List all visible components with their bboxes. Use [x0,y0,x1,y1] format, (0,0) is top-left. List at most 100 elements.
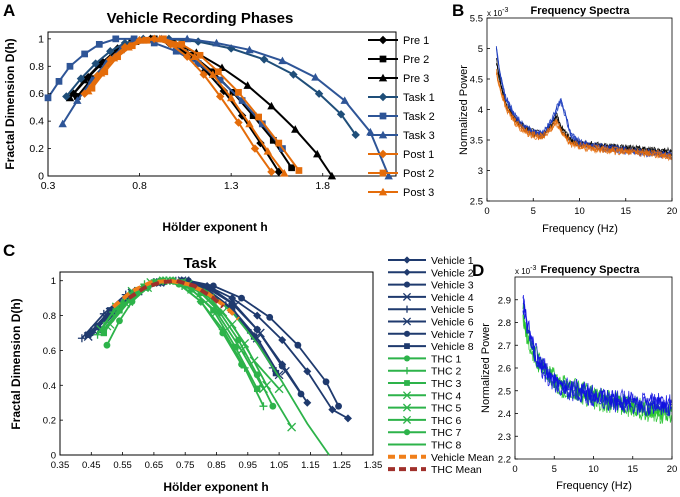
data-point [234,118,243,127]
data-point [77,334,86,343]
data-point [95,40,103,48]
legend-item-vehicle-4: Vehicle 4 [388,292,474,304]
data-point [232,343,239,351]
spectrum-post [495,72,672,160]
x-tick-label: 0.3 [41,180,56,192]
data-point [116,317,123,325]
data-point [269,136,277,144]
panel-label-c: C [3,241,15,260]
data-point [237,345,246,355]
chart-b-plot-area [486,17,673,202]
data-point [228,294,237,303]
y-tick-label: 2.8 [498,318,511,329]
chart-b-title: Frequency Spectra [530,5,630,17]
legend-label: Vehicle Mean [431,452,494,464]
legend-item-post-3: Post 3 [368,187,434,199]
series-line-pre-3 [69,37,333,177]
data-point [216,76,224,84]
data-point [238,360,245,368]
spectrum-vehicle [495,63,672,156]
y-tick-label: 0.4 [43,381,56,392]
x-tick-label: 5 [531,206,536,217]
data-point [266,313,274,321]
legend-label: Post 3 [403,187,434,199]
data-point [343,414,352,423]
series-thc-mean [127,278,225,309]
data-point [243,81,252,89]
legend-marker [403,367,411,375]
data-point [113,44,122,53]
data-point [258,120,266,128]
legend-label: Pre 1 [403,35,429,47]
legend-marker [403,256,411,264]
data-point [255,113,262,121]
legend-label: THC 2 [431,366,461,378]
data-point [327,171,337,180]
legend-marker [403,305,411,313]
x-tick-label: 1.3 [224,180,239,192]
data-point [178,40,186,48]
legend-marker [378,149,388,159]
data-point [44,94,52,102]
legend-label: Pre 2 [403,54,429,66]
legend-label: Vehicle 4 [431,292,474,304]
x-tick-label: 0.45 [82,460,101,471]
legend-label: THC 5 [431,403,461,415]
data-point [322,378,330,386]
panel-label-d: D [472,261,484,280]
legend-label: Vehicle 6 [431,317,474,329]
data-point [196,51,204,59]
x-tick-label: 1.05 [270,460,289,471]
series-line-vehicle-1 [100,279,349,420]
chart-b-series [495,46,672,162]
data-point [109,53,119,62]
x-tick-label: 1.25 [332,460,351,471]
data-point [100,326,108,333]
chart-d-series [522,294,672,424]
legend-item-task-3: Task 3 [368,130,435,142]
legend-label: Vehicle 8 [431,341,474,353]
y-tick-label: 2.9 [498,295,511,306]
x-tick-label: 0.8 [132,180,147,192]
data-point [289,70,298,79]
legend-marker [379,112,387,120]
chart-c-series [77,276,352,456]
data-point [275,139,283,147]
data-point [84,86,93,95]
data-point [297,390,305,398]
data-point [55,78,63,85]
legend-label: THC 4 [431,390,461,402]
panel-label-a: A [3,1,15,20]
x-tick-label: 1.35 [364,460,383,471]
chart-c-title: Task [183,255,217,272]
y-tick-label: 5 [478,44,483,55]
data-point [131,289,139,297]
data-point [208,70,218,78]
legend-label: Vehicle 7 [431,329,474,341]
x-tick-label: 0.85 [207,460,226,471]
data-point [106,47,115,56]
data-point [280,169,289,177]
chart-b-scale-base: x 10 [487,9,503,18]
legend-item-pre-2: Pre 2 [368,54,429,66]
data-point [235,88,242,96]
data-point [245,45,254,54]
data-point [313,149,322,158]
data-point [106,55,115,64]
chart-d-title: Frequency Spectra [540,264,640,276]
chart-b-scale: x 10-3 [487,7,508,18]
y-tick-label: 3.5 [470,136,483,147]
legend-item-vehicle-8: Vehicle 8 [388,341,474,353]
data-point [278,362,286,370]
data-point [172,47,180,55]
legend-item-thc-6: THC 6 [388,415,461,427]
legend-marker [404,343,410,349]
legend-label: THC 8 [431,440,461,452]
y-tick-label: 0.8 [29,61,44,73]
data-point [351,130,360,140]
data-point [303,367,312,376]
data-point [101,68,109,76]
x-tick-label: 1.15 [301,460,320,471]
legend-marker [378,187,388,196]
